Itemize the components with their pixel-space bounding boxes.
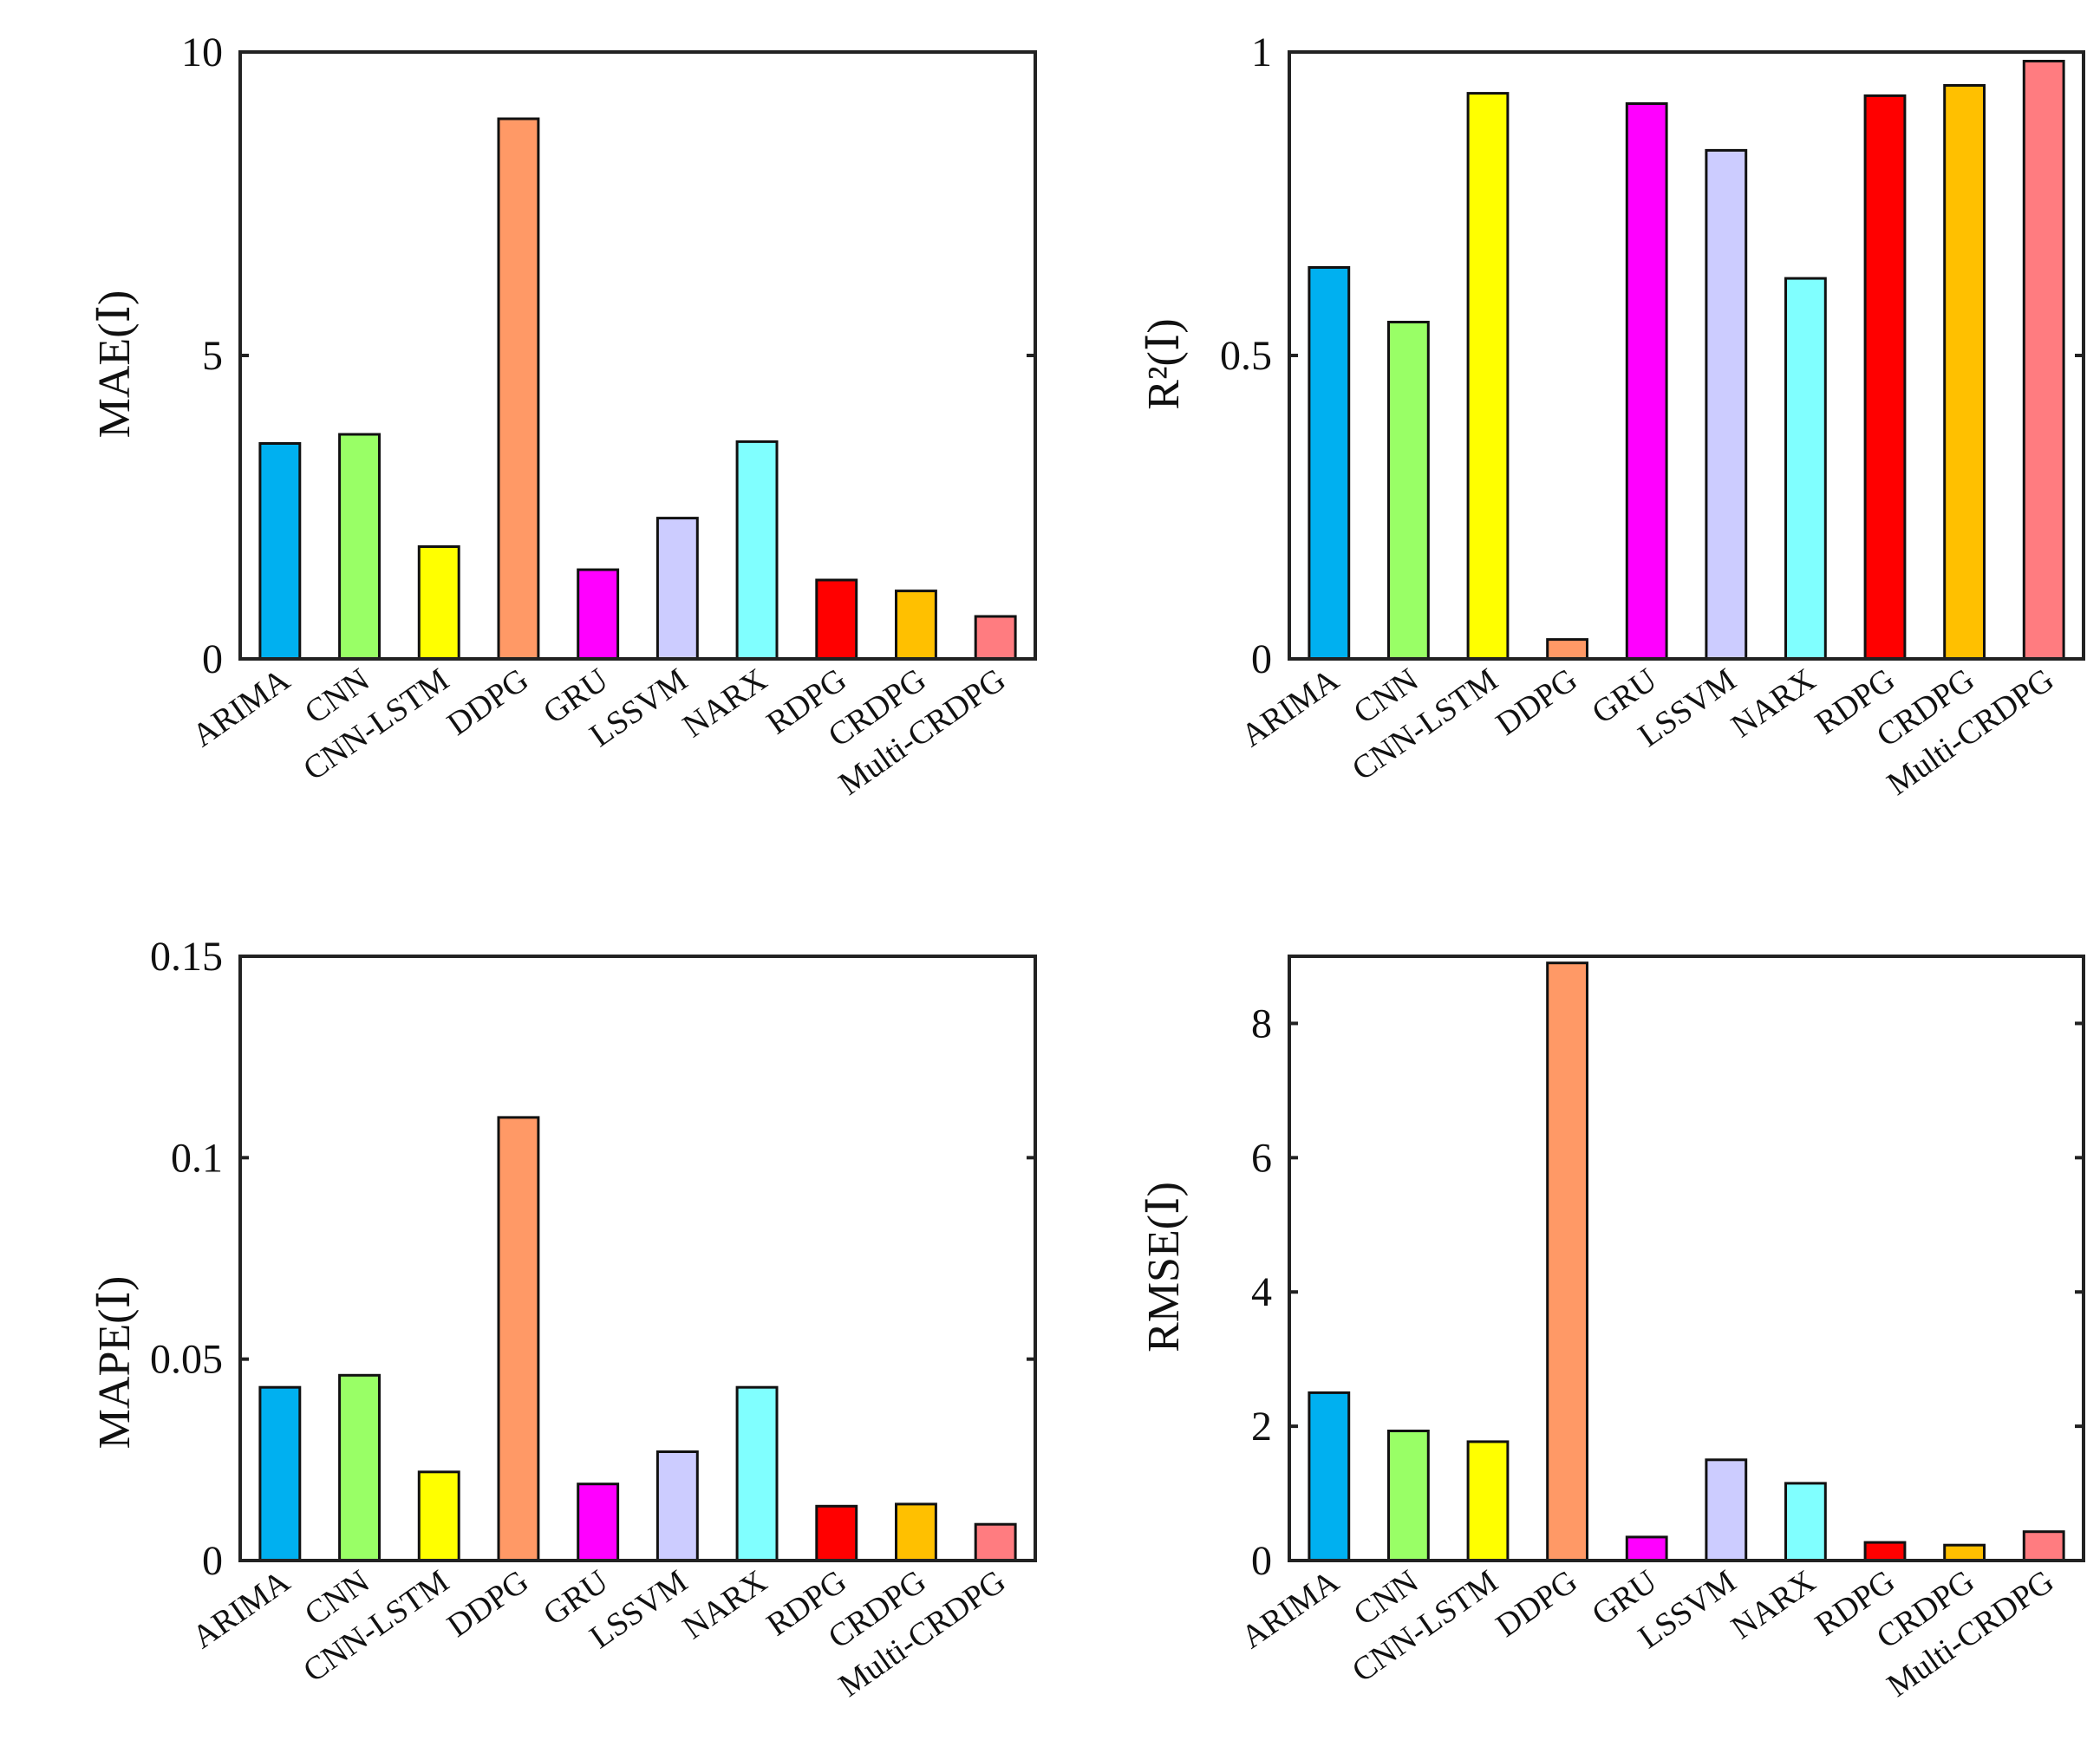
y-tick-label: 0.1 [171,1135,223,1181]
y-axis-title: R²(Ⅰ) [1139,318,1189,409]
y-tick-label: 0 [202,1538,223,1584]
bar-crdpg [895,590,937,661]
bar-gru [1625,102,1668,661]
y-axis-title: MAE(Ⅰ) [90,290,140,439]
bar-arima [258,442,302,661]
category-label-ddpg: DDPG [1490,661,1584,743]
bar-ddpg [1546,961,1588,1562]
category-label-ddpg: DDPG [1490,1563,1584,1645]
bar-cnn [338,1373,382,1562]
category-label-narx: NARX [676,661,773,745]
category-label-narx: NARX [676,1563,773,1646]
bar-lssvm [1705,148,1748,661]
bar-cnn [1387,1430,1430,1562]
y-tick-label: 0 [1251,636,1272,682]
category-label-narx: NARX [1725,661,1822,745]
bar-multi-crdpg [2022,1530,2065,1562]
bar-gru [577,568,620,661]
y-tick-label: 10 [181,29,223,75]
y-axis-title: MAPE(Ⅰ) [90,1276,140,1450]
bar-cnn [338,433,382,661]
y-tick-label: 1 [1251,29,1272,75]
y-tick-label: 2 [1251,1404,1272,1450]
bar-lssvm [1705,1458,1748,1562]
bar-crdpg [895,1502,937,1562]
y-tick-label: 0 [1251,1538,1272,1584]
y-axis-title: RMSE(Ⅰ) [1139,1182,1189,1352]
category-label-narx: NARX [1725,1563,1822,1646]
bar-rdpg [815,578,858,661]
y-tick-label: 0.5 [1220,333,1272,379]
bar-narx [1784,1482,1827,1562]
bar-cnn-lstm [417,1470,460,1562]
bar-crdpg [1943,84,1986,661]
y-tick-label: 0.15 [150,934,223,980]
bar-arima [258,1385,302,1562]
category-label-ddpg: DDPG [440,661,535,743]
bar-cnn-lstm [417,545,460,661]
bar-ddpg [497,117,540,661]
y-tick-label: 0 [202,636,223,682]
bar-rdpg [1863,94,1907,661]
bar-narx [1784,277,1827,661]
bar-multi-crdpg [2022,60,2065,661]
bar-cnn-lstm [1466,92,1510,661]
bar-arima [1308,1391,1351,1562]
bar-narx [735,1385,779,1562]
y-tick-label: 5 [202,333,223,379]
bar-ddpg [497,1116,540,1562]
bar-ddpg [1546,638,1588,661]
bar-rdpg [1863,1541,1907,1562]
bar-multi-crdpg [974,1522,1017,1562]
category-label-ddpg: DDPG [440,1563,535,1645]
y-tick-label: 8 [1251,1000,1272,1046]
bar-crdpg [1943,1543,1986,1562]
bar-arima [1308,266,1351,661]
bar-narx [735,440,779,661]
bar-gru [577,1483,620,1562]
bar-lssvm [655,517,699,661]
plot-frame [238,955,1037,1562]
plot-frame [1288,955,2085,1562]
bar-gru [1625,1535,1668,1562]
bar-lssvm [655,1450,699,1562]
bar-cnn-lstm [1466,1440,1510,1562]
bar-rdpg [815,1504,858,1562]
bar-multi-crdpg [974,615,1017,661]
y-tick-label: 6 [1251,1135,1272,1181]
y-tick-label: 0.05 [150,1337,223,1383]
y-tick-label: 4 [1251,1269,1272,1315]
bar-cnn [1387,321,1430,661]
